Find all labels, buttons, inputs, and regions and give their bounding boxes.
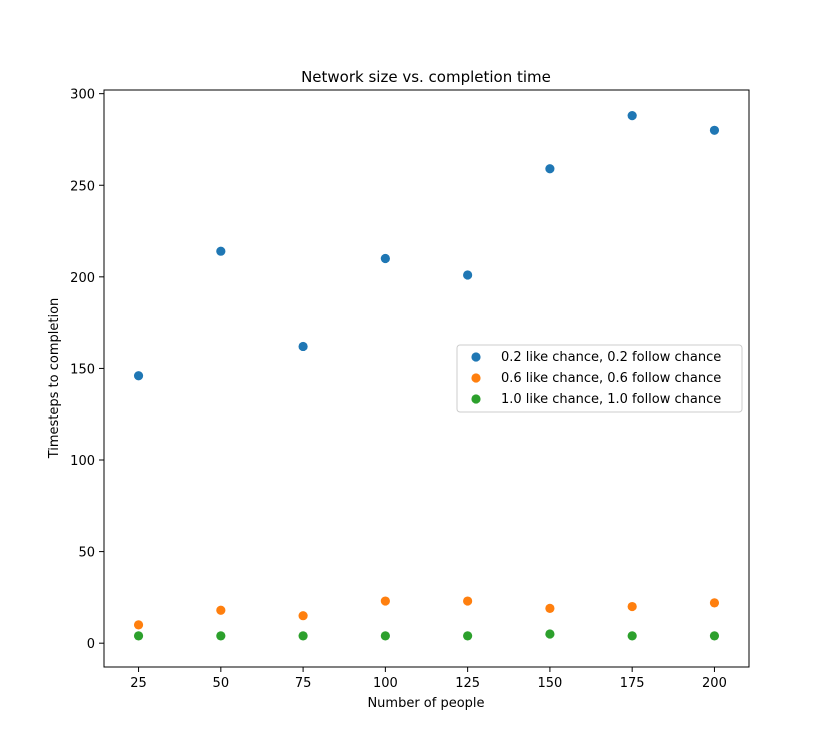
x-tick-label: 100 <box>373 676 398 691</box>
y-tick-label: 300 <box>70 88 95 103</box>
chart-title: Network size vs. completion time <box>301 68 551 86</box>
series-3-point <box>463 631 473 641</box>
series-3-point <box>709 631 720 641</box>
y-axis-label: Timesteps to completion <box>47 298 62 460</box>
series-1-point <box>463 270 473 280</box>
series-3-point <box>627 631 637 641</box>
legend-label-2: 0.6 like chance, 0.6 follow chance <box>501 371 721 386</box>
x-tick-label: 25 <box>130 676 147 691</box>
x-tick-label: 50 <box>213 676 230 691</box>
legend-box <box>456 344 743 413</box>
legend-label-3: 1.0 like chance, 1.0 follow chance <box>501 392 721 407</box>
series-1-point <box>133 371 144 381</box>
x-axis-label: Number of people <box>367 696 484 711</box>
y-tick-label: 250 <box>70 179 95 194</box>
legend-marker-3 <box>471 394 481 404</box>
series-3-point <box>298 631 308 641</box>
legend-marker-1 <box>471 352 481 362</box>
series-2-point <box>216 605 226 615</box>
series-1-point <box>627 111 637 121</box>
x-tick-label: 175 <box>620 676 645 691</box>
series-2-point <box>627 601 637 612</box>
series-2-point <box>709 598 720 608</box>
series-2-point <box>545 603 555 613</box>
series-2-point <box>298 611 308 621</box>
series-1-point <box>298 341 308 352</box>
series-3-point <box>545 629 555 639</box>
series-1-point <box>709 125 720 135</box>
series-3-point <box>380 631 390 641</box>
y-tick-label: 50 <box>78 546 95 561</box>
x-tick-label: 125 <box>455 676 480 691</box>
series-1-point <box>545 164 555 174</box>
legend: 0.2 like chance, 0.2 follow chance 0.6 li… <box>456 344 743 413</box>
series-2-point <box>380 596 390 606</box>
x-tick-label: 150 <box>537 676 562 691</box>
series-1-point <box>380 253 390 264</box>
y-tick-label: 150 <box>70 362 95 377</box>
plot-frame <box>103 89 750 668</box>
legend-marker-2 <box>471 373 481 383</box>
y-tick-label: 100 <box>70 454 95 469</box>
series-2-point <box>133 620 144 630</box>
series-3-point <box>133 631 144 641</box>
x-tick-label: 200 <box>702 676 727 691</box>
data-points <box>133 111 720 641</box>
series-3-point <box>216 631 226 641</box>
axis-ticks: 25 50 75 100 125 150 175 200 0 50 100 150 200 250 300 <box>70 88 727 691</box>
series-2-point <box>463 596 473 606</box>
series-1-point <box>216 246 226 256</box>
x-tick-label: 75 <box>295 676 312 691</box>
legend-label-1: 0.2 like chance, 0.2 follow chance <box>501 350 721 365</box>
y-tick-label: 200 <box>70 271 95 286</box>
y-tick-label: 0 <box>87 637 95 652</box>
